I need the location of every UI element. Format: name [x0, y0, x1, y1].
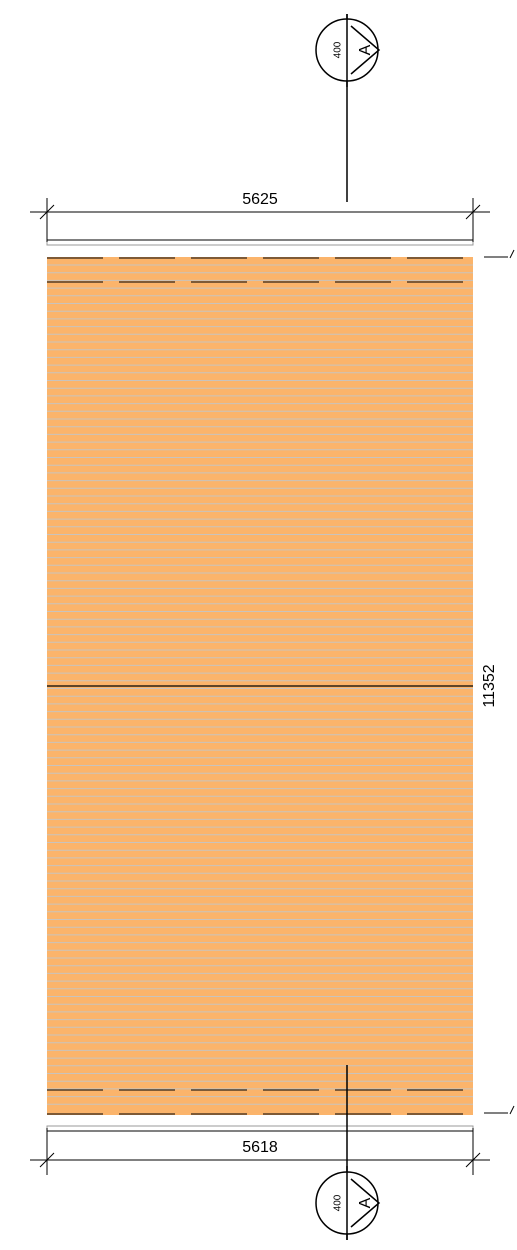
section-scale: 400 — [333, 1194, 344, 1211]
right-dimension — [484, 249, 515, 1115]
dimension-label: 5625 — [242, 191, 278, 208]
top-dimension — [30, 198, 490, 242]
bottom-dimension — [30, 1128, 490, 1175]
section-arrow — [350, 25, 381, 75]
dim-tick — [509, 249, 515, 259]
section-label: A — [357, 44, 374, 55]
dim-tick — [465, 1152, 481, 1168]
dim-tick — [39, 1152, 55, 1168]
dim-tick — [509, 1105, 515, 1115]
edge-strip — [46, 239, 474, 246]
dim-tick — [465, 204, 481, 220]
dimension-label: 5618 — [242, 1139, 278, 1156]
section-scale: 400 — [333, 41, 344, 58]
section-arrow — [350, 1178, 381, 1228]
dimension-label: 11352 — [481, 664, 498, 707]
edge-strip — [46, 1125, 474, 1132]
section-label: A — [357, 1197, 374, 1208]
panel-stripes — [47, 264, 473, 1105]
dim-tick — [39, 204, 55, 220]
